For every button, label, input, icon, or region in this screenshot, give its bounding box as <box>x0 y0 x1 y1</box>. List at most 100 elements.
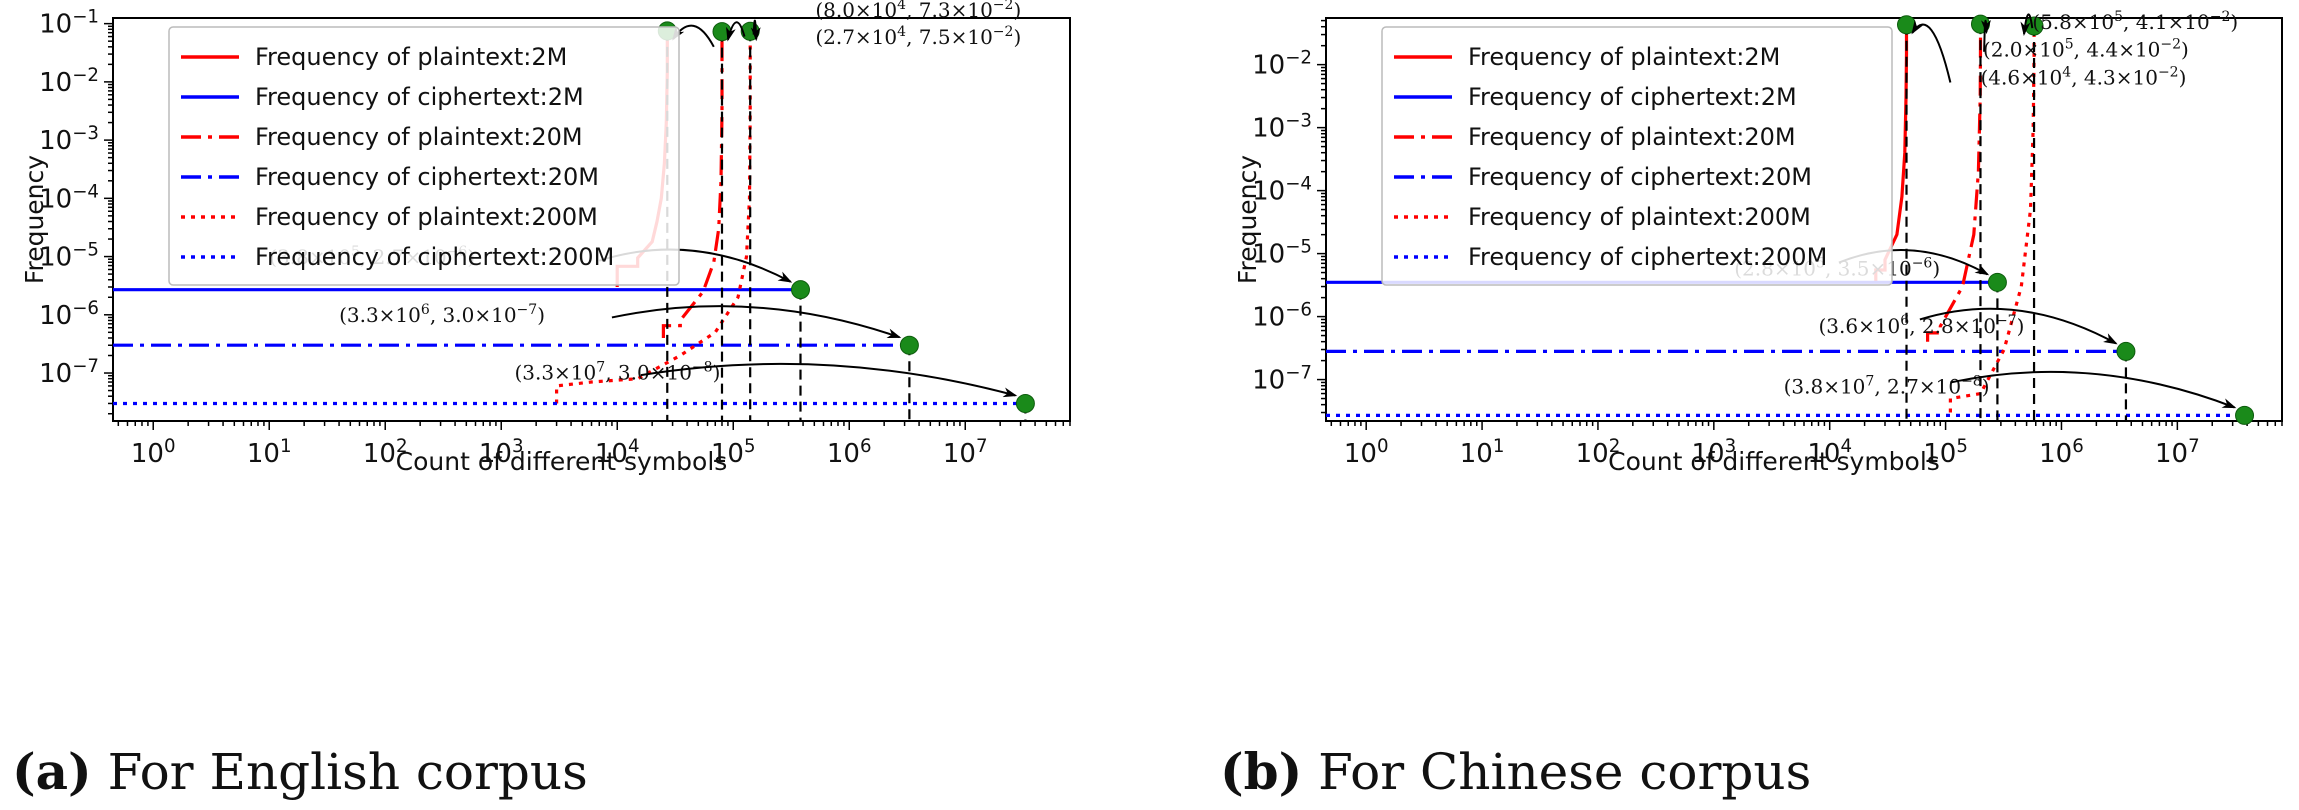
legend-label: Frequency of ciphertext:2M <box>255 83 584 111</box>
label-part: 10 <box>1252 51 1285 81</box>
legend-label: Frequency of plaintext:2M <box>1468 43 1780 71</box>
caption-text: For Chinese corpus <box>1302 743 1812 801</box>
superscript: −2 <box>993 24 1014 40</box>
label-part: 10 <box>39 359 72 389</box>
y-tick-label: 10−7 <box>1252 362 1312 396</box>
superscript: 5 <box>2065 36 2074 52</box>
legend-label: Frequency of plaintext:20M <box>1468 123 1796 151</box>
x-tick-label: 103 <box>1691 436 1736 470</box>
label-part: , 7.5×10 <box>906 25 993 49</box>
superscript: −2 <box>2210 9 2231 25</box>
label-part: (8.0×10 <box>815 0 897 22</box>
superscript: 4 <box>2062 65 2071 81</box>
superscript: 5 <box>2114 9 2123 25</box>
superscript: −5 <box>1285 236 1312 257</box>
caption-text: For English corpus <box>91 743 588 801</box>
superscript: 4 <box>897 24 906 40</box>
legend-label: Frequency of plaintext:20M <box>255 123 583 151</box>
superscript: −7 <box>72 356 99 377</box>
annotation-arrow <box>1950 370 2237 409</box>
label-part: 10 <box>39 126 72 156</box>
y-tick-label: 10−7 <box>39 356 99 390</box>
label-part: , 3.0×10 <box>605 360 692 384</box>
label-part: 10 <box>1252 366 1285 396</box>
label-part: 10 <box>39 243 72 273</box>
label-part: 10 <box>595 439 628 469</box>
peak-marker <box>1987 272 2007 292</box>
annotation-arrow <box>1981 19 1991 52</box>
superscript: 5 <box>1956 436 1968 457</box>
legend-label: Frequency of plaintext:200M <box>255 203 598 231</box>
x-tick-label: 103 <box>479 436 524 470</box>
superscript: −6 <box>1285 299 1312 320</box>
label-part: (2.7×10 <box>815 25 897 49</box>
superscript: −6 <box>1912 255 1933 271</box>
superscript: 3 <box>512 436 524 457</box>
y-tick-label: 10−2 <box>39 64 99 98</box>
label-part: 10 <box>1807 439 1840 469</box>
superscript: 1 <box>1493 436 1505 457</box>
label-part: (3.3×10 <box>514 360 596 384</box>
annotation-label: (3.8×107, 2.7×10−8) <box>1784 374 1990 399</box>
x-tick-label: 100 <box>131 436 176 470</box>
label-part: , 2.7×10 <box>1874 375 1961 399</box>
annotation-arrow <box>1911 19 1952 83</box>
superscript: 6 <box>2072 436 2084 457</box>
y-tick-label: 10−6 <box>39 297 99 331</box>
annotation-label: (3.3×106, 3.0×10−7) <box>339 302 545 327</box>
label-part: 10 <box>39 184 72 214</box>
label-part: ) <box>1013 25 1021 49</box>
superscript: −6 <box>72 297 99 318</box>
superscript: 7 <box>1865 374 1874 390</box>
x-tick-label: 102 <box>363 436 408 470</box>
superscript: 4 <box>897 0 906 13</box>
superscript: −7 <box>1996 313 2017 329</box>
label-part: ) <box>1932 256 1940 280</box>
label-part: ) <box>713 360 721 384</box>
superscript: 0 <box>1377 436 1389 457</box>
annotation-label: (8.0×104, 7.3×10−2) <box>815 0 1021 22</box>
annotation-arrow <box>726 21 746 42</box>
superscript: −8 <box>1961 374 1982 390</box>
superscript: −2 <box>2160 36 2181 52</box>
legend-label: Frequency of ciphertext:20M <box>1468 163 1812 191</box>
label-part: , 2.8×10 <box>1909 314 1996 338</box>
superscript: 0 <box>164 436 176 457</box>
caption-english: (a) For English corpus <box>12 742 588 801</box>
label-part: ) <box>537 303 545 327</box>
label-part: 10 <box>711 439 744 469</box>
chart-panel-chinese: 100 101 102 103 104 105 106 10710−710−610−510−4… <box>1233 9 2283 476</box>
y-tick-label: 10−3 <box>39 123 99 157</box>
annotation-label: (3.6×106, 2.8×10−7) <box>1818 313 2024 338</box>
x-tick-label: 106 <box>2039 436 2084 470</box>
superscript: −7 <box>1285 362 1312 383</box>
y-tick-label: 10−4 <box>1252 173 1312 207</box>
superscript: 7 <box>596 359 605 375</box>
label-part: 10 <box>1923 439 1956 469</box>
superscript: 4 <box>628 436 640 457</box>
legend-label: Frequency of ciphertext:200M <box>255 243 614 271</box>
label-part: (2.0×10 <box>1983 37 2065 61</box>
series-line <box>1925 24 1983 342</box>
legend-label: Frequency of ciphertext:200M <box>1468 243 1827 271</box>
x-tick-label: 107 <box>943 436 988 470</box>
superscript: −4 <box>72 181 99 202</box>
superscript: 4 <box>1840 436 1852 457</box>
y-axis-label: Frequency <box>1233 155 1262 284</box>
superscript: 6 <box>421 302 430 318</box>
label-part: 10 <box>1252 240 1285 270</box>
legend-label: Frequency of plaintext:200M <box>1468 203 1811 231</box>
x-tick-label: 106 <box>827 436 872 470</box>
peak-marker <box>2235 405 2255 425</box>
peak-marker <box>1015 393 1035 413</box>
y-tick-label: 10−5 <box>39 239 99 273</box>
superscript: −3 <box>72 123 99 144</box>
label-part: 10 <box>39 301 72 331</box>
annotation-label: (4.6×104, 4.3×10−2) <box>1980 65 2186 90</box>
superscript: −4 <box>1285 173 1312 194</box>
label-part: 10 <box>39 10 72 40</box>
peak-marker <box>899 335 919 355</box>
chart-panel-english: 100 101 102 103 104 105 106 10710−710−610−510−4… <box>20 0 1071 476</box>
label-part: 10 <box>39 68 72 98</box>
